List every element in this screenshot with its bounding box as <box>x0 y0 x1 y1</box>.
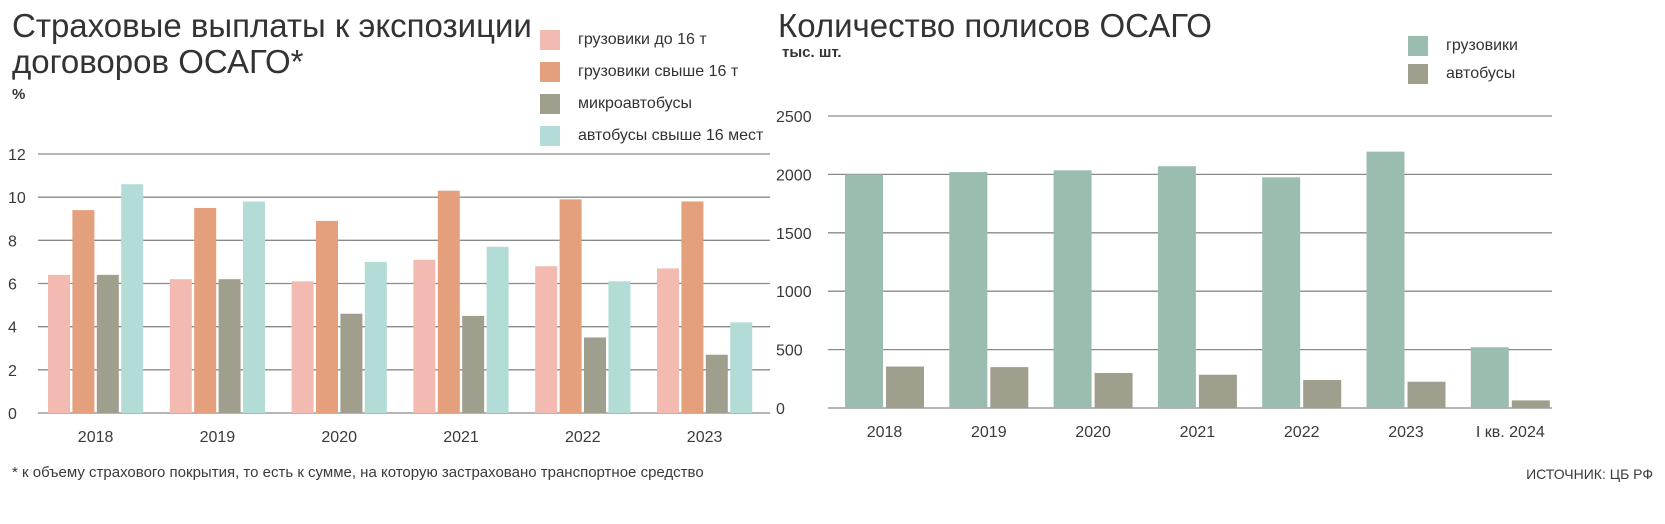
legend-swatch-icon <box>540 30 560 50</box>
chart2-legend-item: автобусы <box>1408 60 1518 88</box>
legend-label: автобусы свыше 16 мест <box>578 127 764 144</box>
y-tick-label: 1500 <box>776 226 812 243</box>
bar <box>1094 372 1133 408</box>
y-tick-label: 500 <box>776 343 803 360</box>
bar <box>437 190 460 413</box>
bar <box>1157 166 1196 408</box>
y-tick-label: 10 <box>8 190 26 207</box>
legend-swatch-icon <box>1408 36 1428 56</box>
x-tick-label: 2019 <box>971 424 1007 441</box>
bar <box>1366 151 1405 408</box>
bar <box>584 337 606 413</box>
y-tick-label: 2000 <box>776 167 812 184</box>
bar <box>657 268 679 413</box>
x-tick-label: 2020 <box>321 429 357 446</box>
y-tick-label: 0 <box>8 406 17 423</box>
x-tick-label: 2019 <box>200 429 236 446</box>
bar <box>1303 379 1342 408</box>
bar <box>462 315 485 413</box>
chart2-title: Количество полисов ОСАГО <box>778 7 1212 44</box>
bar <box>949 172 988 408</box>
bar <box>169 279 192 413</box>
chart1-title: Страховые выплаты к экспозиции договоров… <box>12 7 532 80</box>
bar <box>291 281 314 413</box>
chart1-legend-item: грузовики свыше 16 т <box>540 56 763 88</box>
y-tick-label: 8 <box>8 233 17 250</box>
y-tick-label: 0 <box>776 401 785 418</box>
chart1-legend: грузовики до 16 т грузовики свыше 16 т м… <box>540 24 763 152</box>
x-tick-label: 2021 <box>443 429 479 446</box>
bar <box>243 201 265 413</box>
x-tick-label: 2021 <box>1180 424 1216 441</box>
y-tick-label: 2 <box>8 363 17 380</box>
bar <box>340 313 363 413</box>
legend-label: автобусы <box>1446 65 1516 82</box>
footnote: * к объему страхового покрытия, то есть … <box>12 464 704 481</box>
bar <box>316 220 338 413</box>
x-tick-label: 2018 <box>867 424 903 441</box>
bar <box>413 259 436 413</box>
bar <box>559 199 582 413</box>
x-tick-label: 2020 <box>1075 424 1111 441</box>
legend-label: грузовики <box>1446 37 1518 54</box>
y-tick-label: 12 <box>8 147 26 164</box>
legend-swatch-icon <box>540 94 560 114</box>
chart1-legend-item: микроавтобусы <box>540 88 763 120</box>
bar <box>72 210 95 413</box>
bar <box>1053 170 1092 408</box>
bar <box>1262 177 1301 408</box>
y-tick-label: 1000 <box>776 284 812 301</box>
y-tick-label: 2500 <box>776 109 812 126</box>
bar <box>705 354 728 413</box>
x-tick-label: I кв. 2024 <box>1476 424 1545 441</box>
bar <box>730 322 753 413</box>
bar <box>96 274 119 413</box>
legend-label: грузовики до 16 т <box>578 31 707 48</box>
legend-swatch-icon <box>540 126 560 146</box>
chart1-unit-label: % <box>12 86 26 103</box>
legend-swatch-icon <box>1408 64 1428 84</box>
x-tick-label: 2018 <box>78 429 114 446</box>
chart1-legend-item: грузовики до 16 т <box>540 24 763 56</box>
bar <box>48 274 70 413</box>
bar <box>194 207 217 413</box>
bar <box>1407 381 1446 408</box>
y-tick-label: 6 <box>8 277 17 294</box>
y-tick-label: 4 <box>8 320 17 337</box>
bar <box>486 246 509 413</box>
bar <box>364 261 387 413</box>
bar <box>535 266 558 413</box>
chart2-unit-label: тыс. шт. <box>782 44 842 61</box>
bar <box>990 367 1029 408</box>
legend-label: микроавтобусы <box>578 95 692 112</box>
bar <box>1198 374 1237 408</box>
bar <box>218 279 241 413</box>
bar <box>121 184 144 413</box>
x-tick-label: 2022 <box>1284 424 1320 441</box>
chart2-legend-item: грузовики <box>1408 32 1518 60</box>
chart2-legend: грузовики автобусы <box>1408 32 1518 88</box>
legend-swatch-icon <box>540 62 560 82</box>
bar <box>608 281 631 413</box>
chart1-legend-item: автобусы свыше 16 мест <box>540 120 763 152</box>
source-label: ИСТОЧНИК: ЦБ РФ <box>1526 466 1653 482</box>
legend-label: грузовики свыше 16 т <box>578 63 739 80</box>
x-tick-label: 2022 <box>565 429 601 446</box>
x-tick-label: 2023 <box>687 429 723 446</box>
x-tick-label: 2023 <box>1388 424 1424 441</box>
bar <box>845 174 883 408</box>
bar <box>1470 347 1509 408</box>
bar <box>1511 400 1550 408</box>
bar <box>886 366 924 408</box>
bar <box>681 201 704 413</box>
